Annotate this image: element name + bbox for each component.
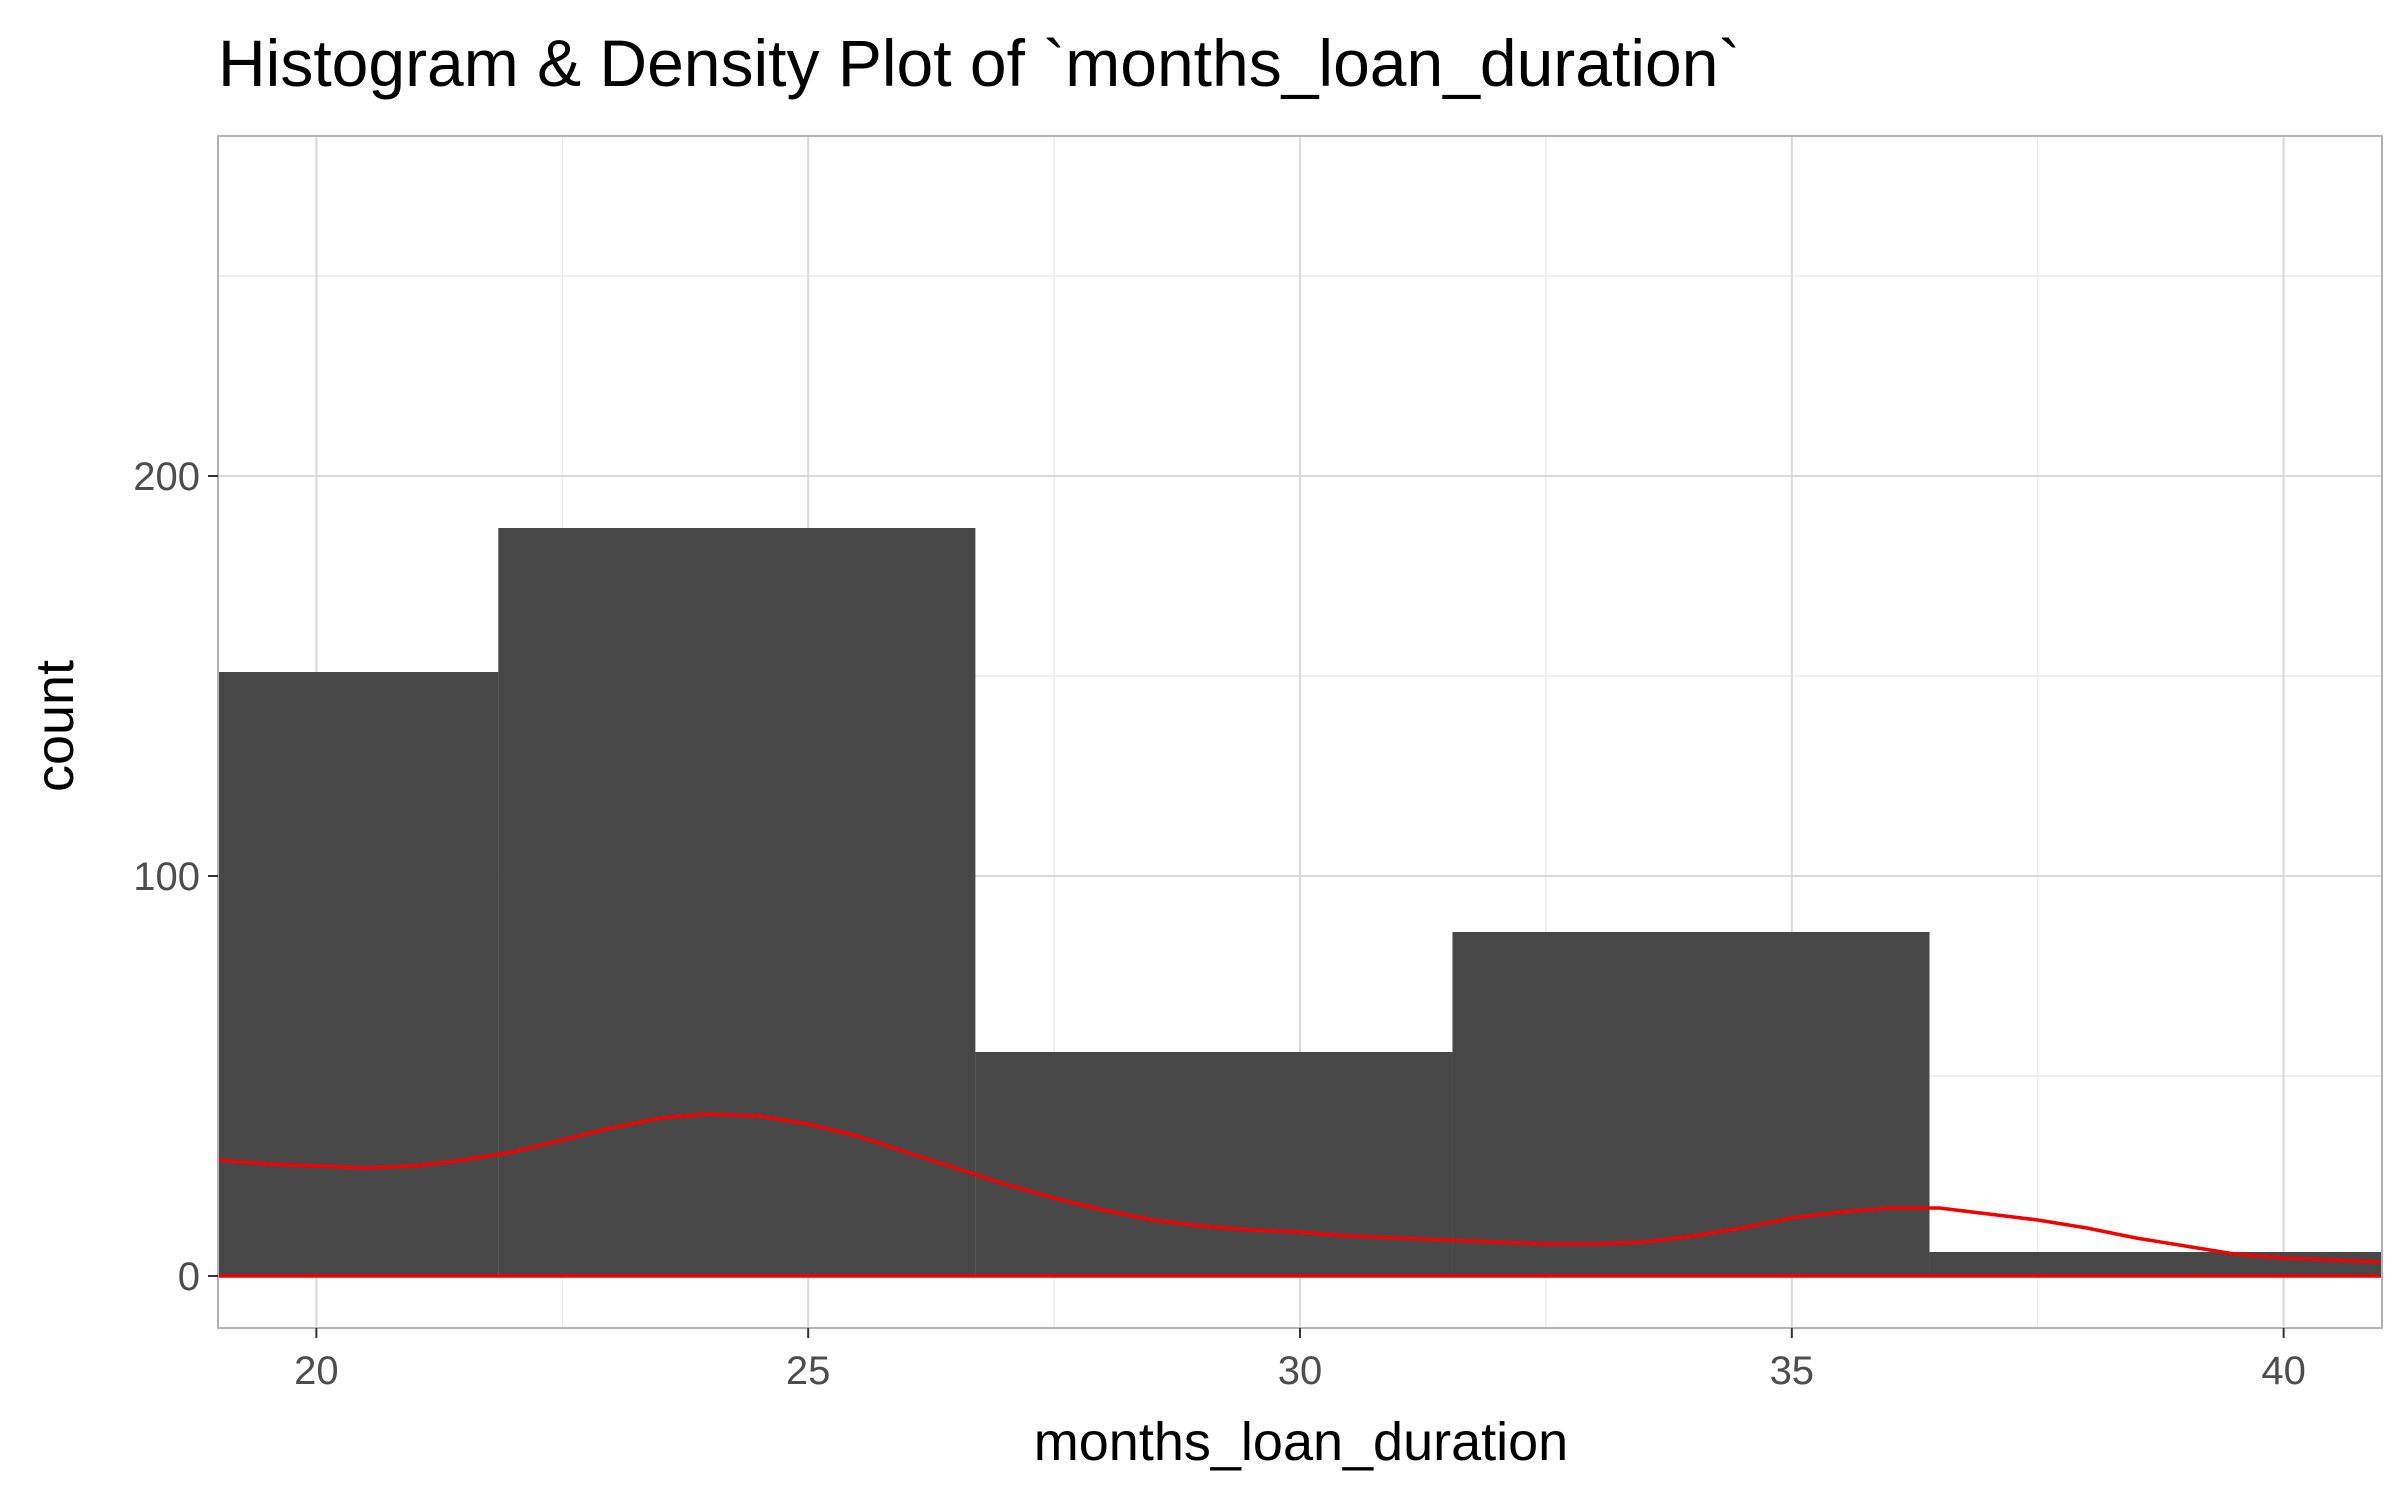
y-tick-label: 100 bbox=[133, 855, 200, 899]
chart-title: Histogram & Density Plot of `months_loan… bbox=[218, 26, 1740, 100]
x-tick-label: 35 bbox=[1770, 1349, 1815, 1393]
density-curve bbox=[217, 1112, 2383, 1264]
x-tick-label: 20 bbox=[294, 1349, 339, 1393]
x-axis-title: months_loan_duration bbox=[1034, 1412, 1568, 1472]
histogram-bar bbox=[498, 528, 976, 1276]
y-tick-label: 0 bbox=[178, 1255, 200, 1299]
y-axis-title: count bbox=[25, 660, 85, 792]
histogram-bars bbox=[218, 528, 2382, 1276]
histogram-bar bbox=[1929, 1252, 2382, 1276]
histogram-bar bbox=[218, 672, 499, 1276]
histogram-bar bbox=[1452, 932, 1930, 1276]
x-axis-ticks: 20 25 30 35 40 bbox=[294, 1328, 2306, 1393]
x-tick-label: 25 bbox=[786, 1349, 831, 1393]
histogram-bar bbox=[975, 1052, 1453, 1276]
x-tick-label: 30 bbox=[1278, 1349, 1323, 1393]
y-tick-label: 200 bbox=[133, 455, 200, 499]
x-tick-label: 40 bbox=[2261, 1349, 2306, 1393]
y-axis-ticks: 0 100 200 bbox=[133, 455, 218, 1299]
density-curve-layer bbox=[217, 1112, 2383, 1278]
